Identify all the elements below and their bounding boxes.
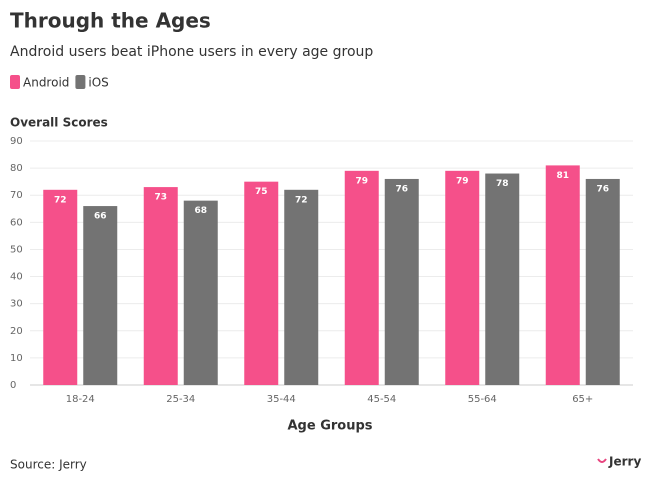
x-tick-label: 45-54 [367, 394, 396, 405]
legend-label: Android [23, 76, 69, 90]
bar [183, 200, 218, 385]
value-label: 81 [556, 171, 569, 181]
x-tick-label: 65+ [572, 394, 593, 405]
legend-swatch [10, 75, 20, 89]
bar [43, 189, 78, 385]
value-label: 75 [255, 187, 268, 197]
bar [384, 178, 419, 385]
y-tick-label: 80 [10, 163, 23, 174]
value-label: 79 [456, 176, 469, 186]
bar [344, 170, 379, 385]
y-tick-label: 60 [10, 217, 23, 228]
bar [585, 178, 620, 385]
bar [143, 187, 178, 385]
value-label: 78 [496, 179, 509, 189]
bar [545, 165, 580, 385]
value-label: 76 [596, 184, 609, 194]
value-label: 79 [355, 176, 368, 186]
value-label: 72 [54, 195, 67, 205]
value-label: 73 [154, 193, 167, 203]
x-tick-label: 35-44 [267, 394, 296, 405]
brand: Jerry [608, 455, 641, 469]
y-tick-label: 20 [10, 326, 23, 337]
bar [244, 181, 279, 385]
x-tick-label: 25-34 [166, 394, 195, 405]
bar [445, 170, 480, 385]
value-label: 76 [395, 184, 408, 194]
legend-label: iOS [88, 76, 108, 90]
bar [83, 206, 118, 385]
x-tick-label: 55-64 [468, 394, 497, 405]
bar [485, 173, 520, 385]
value-label: 66 [94, 212, 107, 222]
value-label: 68 [194, 206, 207, 216]
x-tick-label: 18-24 [66, 394, 95, 405]
chart-title: Through the Ages [10, 9, 211, 33]
y-axis-label: Overall Scores [10, 116, 108, 130]
y-tick-label: 70 [10, 190, 23, 201]
value-label: 72 [295, 195, 308, 205]
y-tick-label: 30 [10, 299, 23, 310]
y-tick-label: 50 [10, 244, 23, 255]
y-tick-label: 90 [10, 136, 23, 147]
x-axis-label: Age Groups [287, 419, 372, 434]
y-tick-label: 0 [10, 380, 16, 391]
chart-subtitle: Android users beat iPhone users in every… [10, 44, 373, 60]
y-tick-label: 40 [10, 272, 23, 283]
brand-icon [597, 458, 607, 463]
bar [284, 189, 319, 385]
y-tick-label: 10 [10, 353, 23, 364]
legend-swatch [75, 75, 86, 89]
source: Source: Jerry [10, 458, 87, 472]
